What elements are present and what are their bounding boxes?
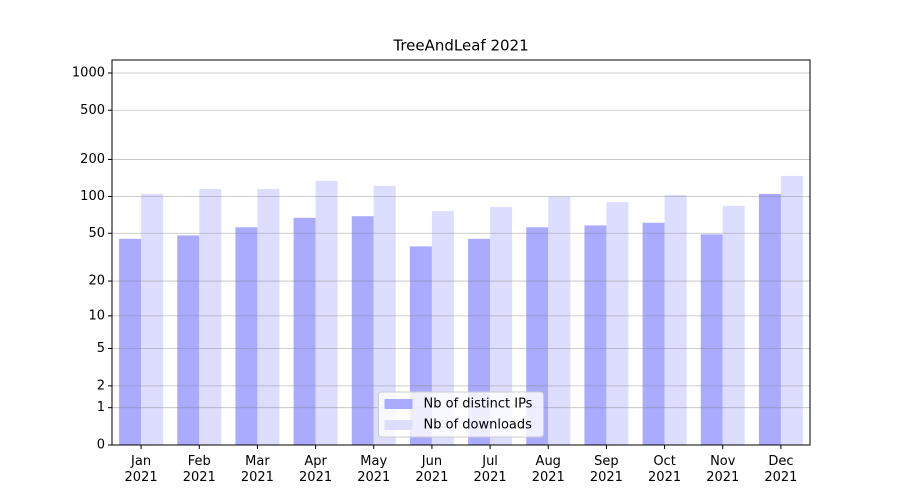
bar (119, 238, 142, 445)
y-tick-label: 200 (80, 152, 105, 167)
bar (293, 217, 316, 445)
bar (606, 202, 629, 445)
bar (780, 175, 803, 446)
bar (526, 227, 549, 445)
bar (141, 193, 164, 445)
y-tick-label: 50 (88, 226, 105, 241)
y-tick-label: 100 (80, 189, 105, 204)
y-tick-label: 0 (97, 438, 105, 453)
bar (722, 205, 745, 445)
bar (664, 194, 687, 445)
legend-swatch (384, 420, 413, 430)
bar (431, 211, 454, 445)
x-tick-label: Nov 2021 (706, 454, 739, 485)
y-tick-label: 500 (80, 103, 105, 118)
x-tick-label: Mar 2021 (241, 454, 274, 485)
bar (584, 225, 607, 445)
bar (177, 235, 200, 445)
bar (548, 196, 571, 445)
bar (257, 189, 280, 445)
y-tick-label: 20 (88, 274, 105, 289)
legend-swatch (384, 399, 413, 409)
bar (373, 185, 396, 445)
x-tick-label: Aug 2021 (532, 454, 565, 485)
x-tick-label: Jul 2021 (474, 454, 507, 485)
bar (700, 234, 723, 445)
x-tick-label: Apr 2021 (299, 454, 332, 485)
plot-frame (111, 59, 811, 446)
bar (235, 227, 258, 445)
chart-title: TreeAndLeaf 2021 (392, 37, 528, 55)
bar (199, 189, 222, 445)
x-tick-label: Jan 2021 (125, 454, 158, 485)
y-tick-label: 5 (97, 341, 105, 356)
x-tick-label: Oct 2021 (648, 454, 681, 485)
bar (315, 180, 338, 445)
x-tick-label: Feb 2021 (183, 454, 216, 485)
bar (351, 216, 374, 445)
x-tick-label: Sep 2021 (590, 454, 623, 485)
y-tick-label: 10 (88, 308, 105, 323)
legend-label: Nb of downloads (424, 418, 533, 433)
legend-label: Nb of distinct IPs (424, 397, 533, 412)
bar (758, 193, 781, 445)
y-tick-label: 1 (97, 400, 105, 415)
legend-frame (378, 391, 544, 438)
x-tick-label: Dec 2021 (764, 454, 797, 485)
bar (642, 222, 665, 445)
x-tick-label: Jun 2021 (415, 454, 448, 485)
x-tick-label: May 2021 (357, 454, 390, 485)
y-tick-label: 1000 (72, 65, 105, 80)
y-tick-label: 2 (97, 378, 105, 393)
